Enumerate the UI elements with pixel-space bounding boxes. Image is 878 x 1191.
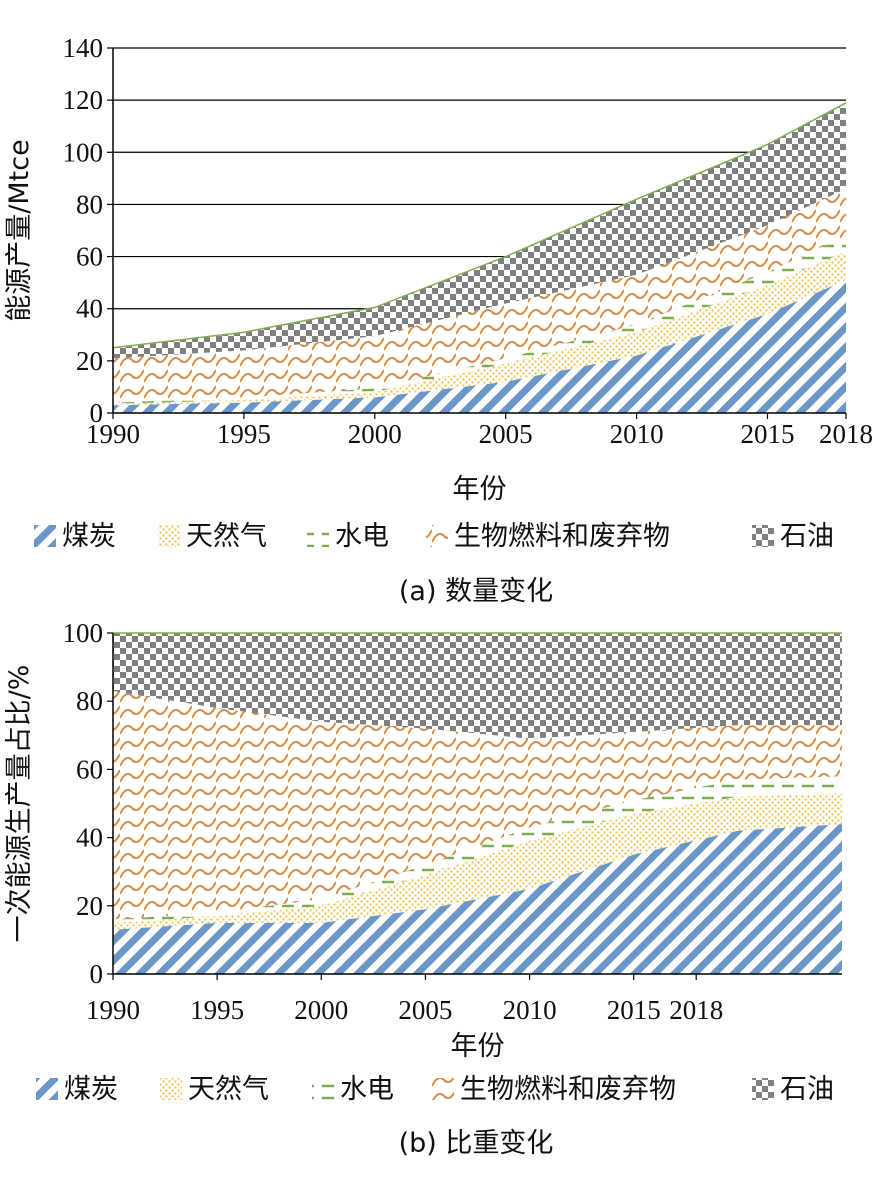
y-tick-label: 80 [76, 686, 103, 716]
legend-swatch-oil [752, 1078, 774, 1100]
area-oil [113, 633, 842, 739]
chart-caption: (a) 数量变化 [399, 576, 553, 607]
x-tick-label: 2005 [479, 419, 533, 449]
y-tick-label: 60 [76, 242, 103, 272]
x-axis-label: 年份 [451, 1031, 505, 1062]
y-tick-label: 140 [63, 33, 104, 63]
x-axis-label: 年份 [453, 474, 507, 505]
legend-swatch-coal [36, 1078, 58, 1100]
x-tick-label: 2005 [398, 995, 452, 1025]
area-coal [113, 824, 842, 974]
legend-swatch-bio [426, 525, 448, 547]
legend-swatch-hydro [312, 1078, 334, 1100]
legend-swatch-gas [158, 525, 180, 547]
y-tick-label: 20 [76, 346, 103, 376]
x-tick-label: 2010 [503, 995, 557, 1025]
y-tick-label: 100 [63, 618, 104, 648]
y-tick-label: 40 [76, 294, 103, 324]
legend-label-oil: 石油 [780, 1074, 834, 1105]
legend-swatch-hydro [307, 525, 329, 547]
legend-swatch-bio [432, 1078, 454, 1100]
area-gas [113, 793, 842, 930]
area-oil [113, 102, 846, 359]
y-tick-label: 80 [76, 189, 103, 219]
x-tick-label: 2018 [819, 419, 873, 449]
legend-label-gas: 天然气 [186, 521, 267, 552]
legend-label-bio: 生物燃料和废弃物 [454, 521, 670, 552]
y-tick-label: 100 [63, 137, 104, 167]
chart-share: 0 20 40 60 80 100 1990 1995 2000 2005 2010 2015 2018… [4, 618, 842, 1159]
legend-swatch-gas [160, 1078, 182, 1100]
x-tick-label: 2015 [607, 995, 661, 1025]
legend-swatch-oil [752, 525, 774, 547]
area-hydro [113, 776, 842, 923]
y-tick-label: 40 [76, 823, 103, 853]
area-bio [113, 691, 842, 920]
chart-quantity: 0 20 40 60 80 100 120 140 1990 1995 2000 2005 2010 20… [4, 33, 873, 607]
area-coal [113, 280, 846, 413]
x-tick-label: 1995 [217, 419, 271, 449]
legend-label-gas: 天然气 [188, 1074, 269, 1105]
legend-label-coal: 煤炭 [64, 1074, 118, 1105]
chart-caption: (b) 比重变化 [399, 1128, 554, 1159]
legend-label-hydro: 水电 [340, 1074, 394, 1105]
y-tick-label: 120 [63, 85, 104, 115]
y-tick-label: 20 [76, 891, 103, 921]
y-tick-label: 60 [76, 754, 103, 784]
legend-swatch-coal [34, 525, 56, 547]
x-tick-label: 2000 [294, 995, 348, 1025]
x-tick-label: 1990 [86, 419, 140, 449]
x-tick-label: 2018 [669, 995, 723, 1025]
area-gas [113, 251, 846, 406]
series-top-outline [112, 102, 847, 349]
legend-label-oil: 石油 [780, 521, 834, 552]
x-tick-label: 1990 [86, 995, 140, 1025]
legend-label-coal: 煤炭 [62, 521, 116, 552]
x-tick-label: 2015 [740, 419, 794, 449]
area-bio [113, 188, 846, 403]
legend-label-bio: 生物燃料和废弃物 [460, 1074, 676, 1105]
x-tick-label: 2010 [610, 419, 664, 449]
y-tick-label: 0 [90, 959, 104, 989]
y-axis-label: 一次能源生产量占比/% [4, 665, 35, 943]
y-tick-label: 0 [90, 398, 104, 428]
x-tick-label: 2000 [348, 419, 402, 449]
legend-label-hydro: 水电 [335, 521, 389, 552]
x-tick-label: 1995 [190, 995, 244, 1025]
y-axis-label: 能源产量/Mtce [4, 139, 35, 321]
